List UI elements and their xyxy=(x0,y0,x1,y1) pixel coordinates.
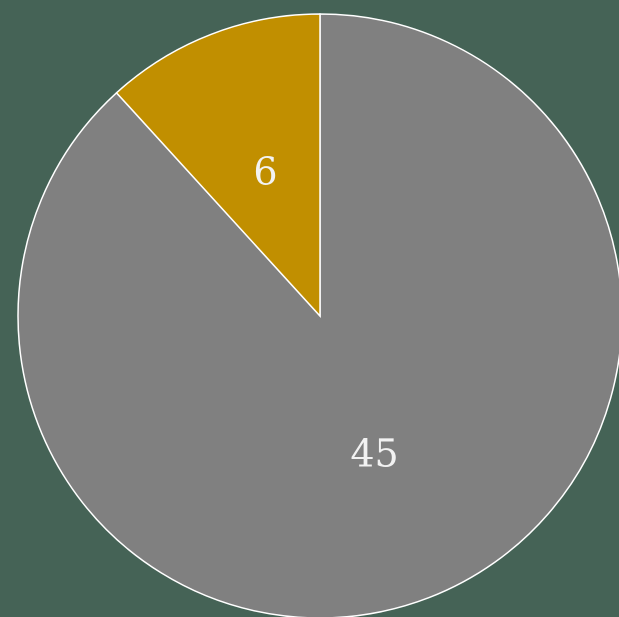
pie-slice xyxy=(17,13,619,617)
slice-label: 45 xyxy=(350,431,398,475)
slice-label: 6 xyxy=(253,150,277,194)
pie-slice xyxy=(115,13,321,318)
